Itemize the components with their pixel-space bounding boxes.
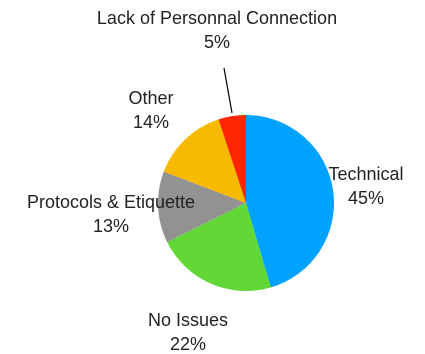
leader-line-lack-of-personnal-connection <box>223 67 233 114</box>
slice-label-text: Technical <box>328 164 403 184</box>
slice-value-label: 22% <box>170 334 206 354</box>
slice-label-text: Lack of Personnal Connection <box>97 8 337 28</box>
slice-value-label: 13% <box>93 216 129 236</box>
pie-slice-no-issues <box>167 203 271 292</box>
slice-label-no-issues: No Issues 22% <box>148 310 228 354</box>
pie-slice-technical <box>246 115 335 288</box>
pie-slice-protocols-and-etiquette <box>157 171 246 243</box>
slice-label-text: Protocols & Etiquette <box>27 192 195 212</box>
slice-label-other: Other 14% <box>128 88 173 132</box>
slice-label-technical: Technical 45% <box>328 164 403 208</box>
pie-slice-lack-of-personnal-connection <box>218 115 246 203</box>
pie-slice-other <box>163 119 246 203</box>
slice-label-text: No Issues <box>148 310 228 330</box>
slice-label-protocols-and-etiquette: Protocols & Etiquette 13% <box>27 192 195 236</box>
pie-slices <box>157 115 335 292</box>
slice-value-label: 5% <box>204 32 230 52</box>
slice-value-label: 45% <box>348 188 384 208</box>
slice-value-label: 14% <box>133 112 169 132</box>
leader-lines <box>223 67 233 114</box>
slice-label-text: Other <box>128 88 173 108</box>
slice-label-lack-of-personnal-connection: Lack of Personnal Connection 5% <box>97 8 337 52</box>
slice-labels: Technical 45% No Issues 22% Protocols & Etiq… <box>27 8 404 354</box>
